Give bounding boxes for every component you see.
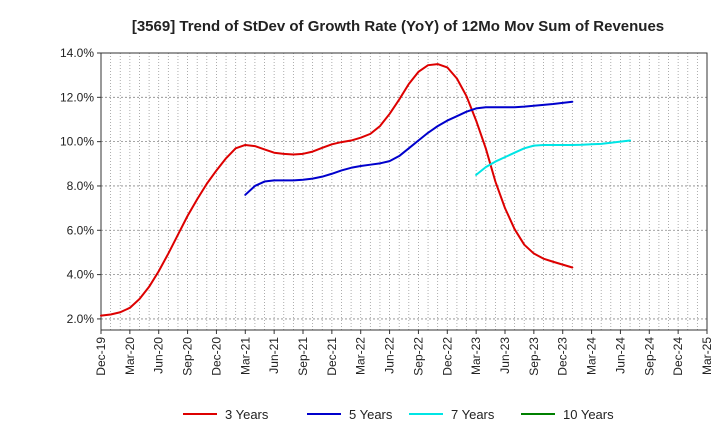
- x-tick-label: Mar-20: [123, 337, 137, 375]
- legend-label: 3 Years: [225, 407, 269, 422]
- legend: 3 Years 5 Years 7 Years 10 Years: [183, 407, 614, 422]
- y-tick-label: 6.0%: [67, 223, 95, 237]
- x-tick-label: Sep-23: [527, 337, 541, 376]
- y-tick-label: 14.0%: [60, 46, 94, 60]
- series-line-7-years: [475, 139, 632, 176]
- x-axis: Dec-19 Mar-20 Jun-20 Sep-20 Dec-20 Mar-21 Jun-…: [94, 330, 714, 376]
- x-tick-label: Dec-22: [440, 337, 454, 376]
- x-tick-label: Sep-21: [296, 337, 310, 376]
- x-tick-label: Jun-24: [613, 337, 627, 374]
- x-tick-label: Dec-20: [209, 337, 223, 376]
- x-tick-label: Sep-22: [411, 337, 425, 376]
- series-line-3-years: [100, 63, 574, 317]
- y-tick-label: 10.0%: [60, 135, 94, 149]
- x-tick-label: Jun-23: [498, 337, 512, 374]
- x-tick-label: Mar-23: [469, 337, 483, 375]
- x-tick-label: Jun-20: [152, 337, 166, 374]
- legend-label: 7 Years: [451, 407, 495, 422]
- y-tick-label: 2.0%: [67, 312, 95, 326]
- x-tick-label: Mar-24: [585, 337, 599, 375]
- x-tick-label: Dec-23: [556, 337, 570, 376]
- series-line-5-years: [244, 100, 574, 196]
- x-tick-label: Jun-21: [267, 337, 281, 374]
- legend-label: 10 Years: [563, 407, 614, 422]
- x-tick-label: Dec-24: [671, 337, 685, 376]
- y-axis: 2.0% 4.0% 6.0% 8.0% 10.0% 12.0% 14.0%: [60, 46, 101, 326]
- x-tick-label: Mar-22: [354, 337, 368, 375]
- plot-area-border: [100, 52, 708, 331]
- x-tick-label: Mar-21: [238, 337, 252, 375]
- x-tick-label: Sep-20: [181, 337, 195, 376]
- x-tick-label: Mar-25: [700, 337, 714, 375]
- chart-title: [3569] Trend of StDev of Growth Rate (Yo…: [132, 18, 664, 35]
- series-layer: [100, 63, 632, 317]
- grid-layer: [100, 52, 708, 330]
- x-tick-label: Dec-19: [94, 337, 108, 376]
- y-tick-label: 8.0%: [67, 179, 95, 193]
- y-tick-label: 12.0%: [60, 90, 94, 104]
- x-tick-label: Dec-21: [325, 337, 339, 376]
- x-tick-label: Sep-24: [642, 337, 656, 376]
- x-tick-label: Jun-22: [383, 337, 397, 374]
- y-tick-label: 4.0%: [67, 268, 95, 282]
- legend-label: 5 Years: [349, 407, 393, 422]
